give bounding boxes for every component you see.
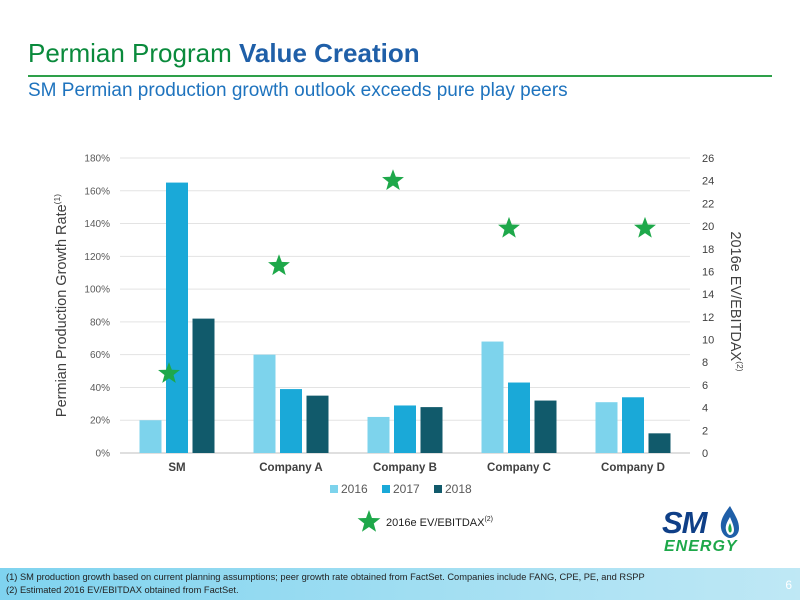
slide-subtitle: SM Permian production growth outlook exc…	[28, 80, 568, 101]
footer-bar: (1) SM production growth based on curren…	[0, 568, 800, 600]
ev-ebitdax-star	[158, 362, 180, 383]
y2-tick-label: 12	[702, 312, 714, 324]
y2-tick-label: 16	[702, 266, 714, 278]
y-tick-label: 120%	[84, 252, 110, 263]
legend-swatch-2018	[434, 485, 442, 493]
logo-sm-text: SM	[662, 505, 707, 540]
y2-tick-label: 14	[702, 289, 714, 301]
y-axis-title: Permian Production Growth Rate(1)	[52, 194, 70, 417]
slide-title: Permian Program Value Creation	[28, 38, 420, 69]
footnote-2: (2) Estimated 2016 EV/EBITDAX obtained f…	[6, 585, 239, 595]
bar-2018-sm	[192, 318, 215, 453]
x-tick-label: SM	[168, 462, 185, 474]
y-tick-label: 80%	[90, 317, 110, 328]
y2-tick-label: 8	[702, 357, 708, 369]
legend-star-icon	[357, 510, 381, 532]
ev-ebitdax-star	[498, 216, 520, 238]
ev-ebitdax-star	[268, 254, 290, 276]
title-divider	[28, 75, 772, 77]
ev-ebitdax-star	[382, 169, 404, 190]
x-tick-label: Company B	[373, 462, 437, 474]
logo-energy-text: ENERGY	[664, 538, 738, 555]
y-tick-label: 180%	[84, 154, 110, 165]
y-tick-label: 60%	[90, 350, 110, 361]
bar-2018-company-a	[306, 395, 329, 453]
bar-2017-company-a	[280, 389, 302, 453]
y-tick-label: 40%	[90, 383, 110, 394]
y2-tick-label: 24	[702, 176, 714, 188]
y-tick-label: 140%	[84, 219, 110, 230]
bar-2016-company-d	[595, 402, 618, 453]
y2-tick-label: 20	[702, 221, 714, 233]
bar-2018-company-c	[534, 400, 557, 453]
page-number: 6	[785, 578, 792, 592]
legend-swatch-2016	[330, 485, 338, 493]
bar-2017-company-d	[622, 397, 644, 453]
legend-label-2016: 2016	[341, 482, 368, 496]
x-tick-label: Company C	[487, 462, 551, 474]
bar-2018-company-b	[420, 407, 443, 453]
legend-star-label: 2016e EV/EBITDAX(2)	[386, 516, 493, 529]
bar-2016-sm	[139, 420, 162, 453]
flame-icon	[720, 506, 739, 538]
bar-2018-company-d	[648, 433, 671, 453]
x-tick-label: Company A	[259, 462, 322, 474]
y2-tick-label: 22	[702, 198, 714, 210]
y2-tick-label: 2	[702, 425, 708, 437]
y2-axis-title: 2016e EV/EBITDAX(2)	[727, 231, 745, 371]
footnote-1: (1) SM production growth based on curren…	[6, 572, 645, 582]
bar-2017-company-c	[508, 382, 530, 453]
bar-2016-company-b	[367, 416, 390, 453]
x-tick-label: Company D	[601, 462, 665, 474]
title-part-1: Permian Program	[28, 38, 239, 68]
y2-tick-label: 0	[702, 448, 708, 460]
title-part-2: Value Creation	[238, 38, 420, 68]
y2-tick-label: 6	[702, 380, 708, 392]
bar-2017-company-b	[394, 405, 416, 453]
sm-energy-logo: SM ENERGY	[662, 505, 782, 560]
legend-label-2017: 2017	[393, 482, 420, 496]
ev-ebitdax-star	[634, 216, 656, 238]
y-tick-label: 160%	[84, 186, 110, 197]
y-tick-label: 0%	[96, 449, 111, 460]
y-tick-label: 20%	[90, 416, 110, 427]
y-tick-label: 100%	[84, 285, 110, 296]
y2-tick-label: 18	[702, 244, 714, 256]
y2-tick-label: 26	[702, 153, 714, 165]
legend-label-2018: 2018	[445, 482, 472, 496]
y2-tick-label: 10	[702, 335, 714, 347]
bar-2016-company-c	[481, 341, 504, 453]
y2-tick-label: 4	[702, 403, 708, 415]
legend-swatch-2017	[382, 485, 390, 493]
bar-2017-sm	[166, 182, 188, 454]
bar-2016-company-a	[253, 354, 276, 453]
